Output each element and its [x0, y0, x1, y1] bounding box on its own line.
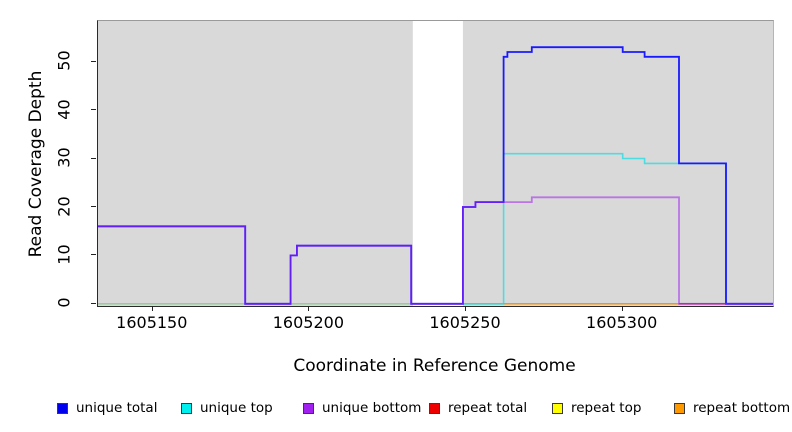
legend-label: repeat total [448, 400, 528, 416]
unique-top-swatch-icon [181, 402, 192, 414]
x-tick-label: 1605150 [116, 313, 188, 332]
legend-item-unique-total: unique total [57, 399, 157, 417]
legend-label: unique total [76, 400, 158, 416]
legend-item-repeat-bottom: repeat bottom [674, 399, 790, 417]
legend-label: unique top [200, 400, 273, 416]
x-tick-mark [465, 306, 466, 311]
y-tick-label: 0 [54, 297, 74, 308]
repeat-top-swatch-icon [552, 402, 563, 414]
unique-bottom-swatch-icon [303, 402, 314, 414]
y-tick-label: 40 [54, 98, 74, 120]
y-tick-mark [91, 254, 96, 256]
y-tick-mark [91, 60, 96, 62]
y-tick-mark [91, 206, 96, 207]
repeat-bottom-swatch-icon [674, 402, 685, 414]
legend-item-unique-bottom: unique bottom [303, 399, 421, 417]
legend-item-repeat-total: repeat total [429, 399, 527, 417]
legend-label: repeat bottom [693, 400, 791, 416]
y-tick-label: 30 [54, 147, 74, 168]
plot-area [98, 21, 773, 306]
y-tick-mark [91, 302, 96, 304]
y-tick-mark [91, 157, 96, 159]
y-tick-label: 50 [54, 50, 74, 71]
x-tick-mark [308, 306, 310, 311]
repeat-total-swatch-icon [429, 402, 440, 414]
x-tick-mark [621, 306, 623, 311]
plot-panel [97, 20, 774, 307]
x-tick-mark [151, 306, 153, 311]
y-tick-mark [91, 109, 96, 111]
x-tick-label: 1605250 [429, 313, 501, 332]
legend-item-repeat-top: repeat top [552, 399, 641, 417]
x-tick-label: 1605300 [586, 313, 658, 332]
series-line-unique-bottom [98, 196, 773, 305]
legend-item-unique-top: unique top [181, 399, 273, 417]
y-tick-label: 10 [54, 244, 74, 265]
x-tick-label: 1605200 [272, 313, 345, 332]
masked-region [412, 21, 463, 306]
x-axis-title: Coordinate in Reference Genome [293, 356, 576, 376]
legend: unique total unique top unique bottom re… [0, 399, 792, 421]
y-axis-title: Read Coverage Depth [26, 70, 46, 258]
legend-label: unique bottom [322, 400, 422, 416]
legend-label: repeat top [571, 400, 642, 416]
unique-total-swatch-icon [57, 402, 68, 414]
y-tick-label: 20 [54, 195, 74, 217]
